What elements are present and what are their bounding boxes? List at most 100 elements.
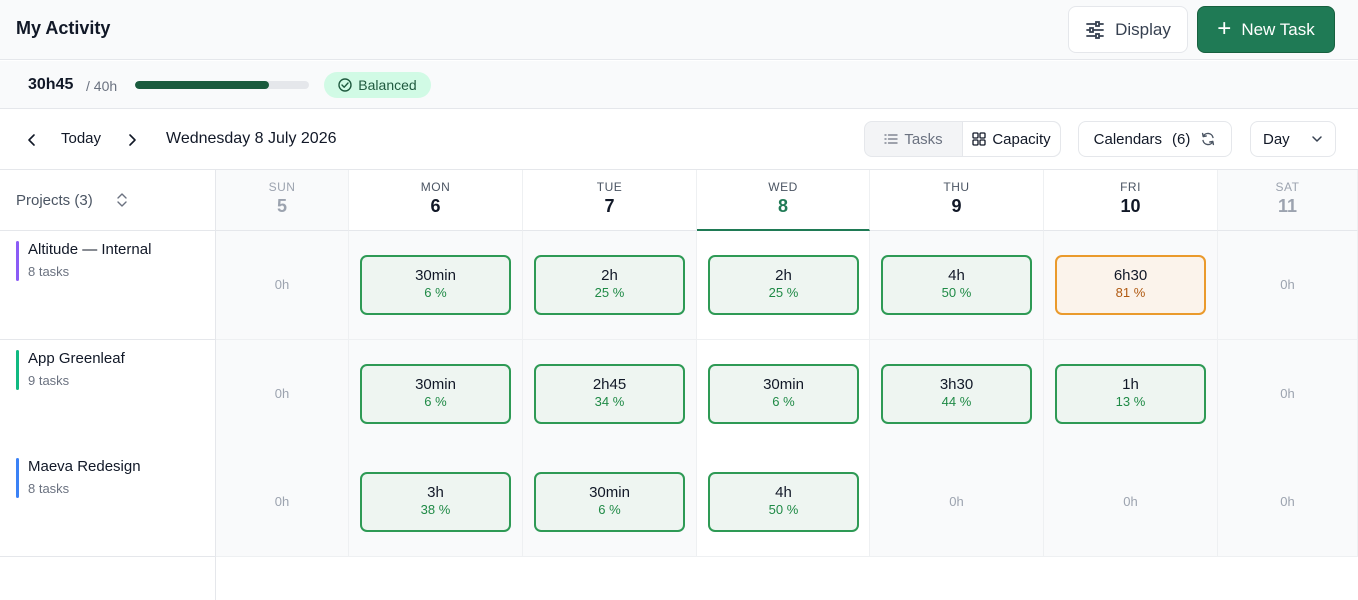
capacity-cell[interactable]: 0h — [1218, 231, 1358, 340]
new-task-button[interactable]: + New Task — [1197, 6, 1335, 53]
allocation-hours: 2h — [601, 267, 618, 284]
capacity-cell[interactable]: 0h — [216, 448, 349, 557]
day-header-sun[interactable]: SUN 5 — [216, 170, 349, 231]
allocation-chip[interactable]: 6h30 81 % — [1055, 255, 1206, 315]
allocation-hours: 3h — [427, 484, 444, 501]
capacity-cell[interactable]: 1h 13 % — [1044, 340, 1218, 449]
empty-hours-label: 0h — [274, 386, 290, 401]
allocation-chip[interactable]: 4h 50 % — [881, 255, 1032, 315]
calendars-button[interactable]: Calendars (6) — [1078, 121, 1232, 157]
day-number: 8 — [777, 196, 788, 216]
day-header-sat[interactable]: SAT 11 — [1218, 170, 1358, 231]
capacity-cell[interactable]: 3h30 44 % — [870, 340, 1044, 449]
sliders-icon — [1086, 20, 1105, 39]
sort-icon[interactable] — [114, 191, 130, 209]
column-filler — [1044, 557, 1218, 600]
view-select[interactable]: Day — [1250, 121, 1336, 157]
empty-hours-label: 0h — [1280, 386, 1295, 401]
allocation-percent: 6 % — [424, 285, 447, 300]
view-mode-toggle: Tasks Capacity — [864, 121, 1061, 157]
allocation-chip[interactable]: 4h 50 % — [708, 472, 859, 532]
empty-hours-label: 0h — [1280, 494, 1295, 509]
day-header-tue[interactable]: TUE 7 — [523, 170, 697, 231]
column-filler — [870, 557, 1044, 600]
allocation-hours: 30min — [415, 267, 456, 284]
tab-capacity[interactable]: Capacity — [962, 122, 1060, 156]
capacity-cell[interactable]: 0h — [1044, 448, 1218, 557]
day-name: WED — [768, 180, 798, 194]
display-label: Display — [1115, 19, 1171, 39]
capacity-cell[interactable]: 2h 25 % — [523, 231, 697, 340]
capacity-cell[interactable]: 0h — [216, 340, 349, 449]
day-header-wed[interactable]: WED 8 — [697, 170, 870, 231]
day-header-mon[interactable]: MON 6 — [349, 170, 523, 231]
status-label: Balanced — [358, 77, 417, 93]
allocation-percent: 81 % — [1115, 285, 1146, 300]
allocation-percent: 6 % — [772, 394, 795, 409]
allocation-hours: 30min — [763, 376, 804, 393]
chevron-right-icon — [129, 134, 136, 146]
previous-day-button[interactable] — [22, 130, 42, 150]
allocation-chip[interactable]: 1h 13 % — [1055, 364, 1206, 424]
empty-hours-label: 0h — [1123, 494, 1138, 509]
refresh-icon[interactable] — [1200, 131, 1216, 147]
project-row-header[interactable]: App Greenleaf 9 tasks — [0, 340, 216, 449]
day-name: SAT — [1275, 180, 1300, 194]
day-name: THU — [943, 180, 970, 194]
allocation-chip[interactable]: 2h 25 % — [534, 255, 685, 315]
allocation-chip[interactable]: 30min 6 % — [708, 364, 859, 424]
allocation-chip[interactable]: 30min 6 % — [360, 255, 511, 315]
projects-header: Projects (3) — [0, 170, 216, 231]
day-number: 5 — [276, 196, 287, 216]
capacity-cell[interactable]: 2h 25 % — [697, 231, 870, 340]
allocation-hours: 1h — [1122, 376, 1139, 393]
capacity-cell[interactable]: 0h — [1218, 448, 1358, 557]
day-number: 10 — [1120, 196, 1141, 216]
allocation-chip[interactable]: 30min 6 % — [534, 472, 685, 532]
allocation-chip[interactable]: 2h45 34 % — [534, 364, 685, 424]
projects-label: Projects (3) — [16, 192, 93, 209]
project-row-header[interactable]: Maeva Redesign 8 tasks — [0, 448, 216, 557]
column-filler — [1218, 557, 1358, 600]
capacity-cell[interactable]: 30min 6 % — [349, 340, 523, 449]
column-filler — [523, 557, 697, 600]
capacity-cell[interactable]: 0h — [870, 448, 1044, 557]
hours-total: / 40h — [86, 78, 118, 94]
capacity-cell[interactable]: 4h 50 % — [697, 448, 870, 557]
allocation-chip[interactable]: 30min 6 % — [360, 364, 511, 424]
project-task-count: 9 tasks — [28, 373, 70, 388]
page-title: My Activity — [16, 18, 111, 38]
capacity-cell[interactable]: 30min 6 % — [523, 448, 697, 557]
allocation-percent: 50 % — [768, 502, 799, 517]
today-button[interactable]: Today — [61, 130, 102, 147]
capacity-cell[interactable]: 3h 38 % — [349, 448, 523, 557]
capacity-cell[interactable]: 30min 6 % — [349, 231, 523, 340]
capacity-summary: 30h45 / 40h Balanced — [0, 61, 1358, 109]
status-badge: Balanced — [324, 72, 431, 98]
chevron-down-icon — [1312, 136, 1322, 142]
capacity-grid: Projects (3) SUN 5 MON 6 TUE 7 WED 8 THU 9 FRI 10 SA… — [0, 170, 1358, 600]
next-day-button[interactable] — [122, 130, 142, 150]
allocation-hours: 4h — [775, 484, 792, 501]
tab-tasks[interactable]: Tasks — [865, 122, 962, 156]
allocation-chip[interactable]: 3h 38 % — [360, 472, 511, 532]
empty-hours-label: 0h — [274, 277, 290, 292]
day-number: 11 — [1277, 196, 1298, 216]
allocation-chip[interactable]: 2h 25 % — [708, 255, 859, 315]
allocation-hours: 30min — [415, 376, 456, 393]
day-header-thu[interactable]: THU 9 — [870, 170, 1044, 231]
project-name: Altitude — Internal — [28, 241, 152, 258]
day-header-fri[interactable]: FRI 10 — [1044, 170, 1218, 231]
day-name: MON — [420, 180, 451, 194]
day-name: SUN — [268, 180, 296, 194]
capacity-cell[interactable]: 6h30 81 % — [1044, 231, 1218, 340]
display-button[interactable]: Display — [1068, 6, 1188, 53]
capacity-cell[interactable]: 30min 6 % — [697, 340, 870, 449]
empty-project-area — [0, 557, 216, 600]
capacity-cell[interactable]: 2h45 34 % — [523, 340, 697, 449]
allocation-chip[interactable]: 3h30 44 % — [881, 364, 1032, 424]
capacity-cell[interactable]: 0h — [1218, 340, 1358, 449]
project-row-header[interactable]: Altitude — Internal 8 tasks — [0, 231, 216, 340]
capacity-cell[interactable]: 0h — [216, 231, 349, 340]
capacity-cell[interactable]: 4h 50 % — [870, 231, 1044, 340]
